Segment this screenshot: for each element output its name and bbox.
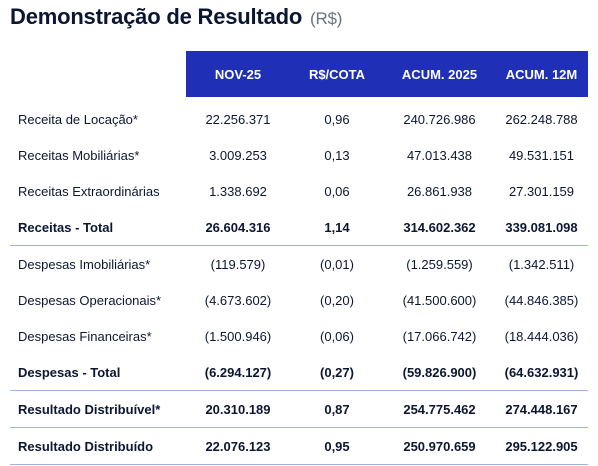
row-label: Resultado Distribuído: [10, 427, 186, 465]
row-value: 339.081.098: [495, 209, 588, 246]
row-value: 22.256.371: [205, 111, 271, 127]
row-value: 22.076.123: [186, 427, 290, 465]
row-value: 240.726.986: [403, 111, 476, 127]
row-value: 274.448.167: [495, 390, 588, 428]
row-value: 49.531.151: [508, 147, 575, 163]
row-value: (1.500.946): [204, 328, 272, 344]
row-value: 26.861.938: [406, 183, 473, 199]
row-value: 47.013.438: [406, 147, 473, 163]
table-row: Resultado Distribuído 22.076.123 0,95 250.9…: [10, 427, 588, 465]
row-value: 0,06: [324, 183, 350, 199]
row-value: (59.826.900): [384, 354, 495, 391]
row-label: Resultado Distribuível*: [10, 390, 186, 428]
row-value: 20.310.189: [186, 390, 290, 428]
row-value: (1.342.511): [508, 256, 575, 272]
row-value: 254.775.462: [384, 390, 495, 428]
row-value: 0,96: [324, 111, 350, 127]
row-value: 1.338.692: [209, 183, 267, 199]
row-label: Despesas Financeiras*: [18, 328, 152, 344]
row-value: 295.122.905: [495, 427, 588, 465]
header-rs-cota: R$/COTA: [290, 51, 384, 97]
page-title: Demonstração de Resultado (R$): [10, 4, 342, 30]
row-value: (41.500.600): [402, 292, 477, 308]
row-value: 250.970.659: [384, 427, 495, 465]
row-value: (0,01): [320, 256, 354, 272]
table-row: Despesas - Total (6.294.127) (0,27) (59.826…: [10, 354, 588, 391]
row-label: Receitas Mobiliárias*: [18, 147, 140, 163]
row-value: 3.009.253: [209, 147, 267, 163]
title-text: Demonstração de Resultado: [10, 4, 303, 29]
row-value: (6.294.127): [186, 354, 290, 391]
row-value: (0,20): [320, 292, 354, 308]
table-row: Receita de Locação* 22.256.371 0,96 240.726…: [10, 97, 588, 137]
table-row: Despesas Financeiras* (1.500.946) (0,06) (1…: [10, 318, 588, 354]
row-label: Receitas - Total: [10, 209, 186, 246]
row-value: (17.066.742): [402, 328, 477, 344]
row-value: (1.259.559): [406, 256, 473, 272]
row-value: 262.248.788: [505, 111, 578, 127]
row-value: 1,14: [290, 209, 384, 246]
row-value: 27.301.159: [508, 183, 575, 199]
header-blank: [10, 51, 186, 97]
table-row: Receitas - Total 26.604.316 1,14 314.602.36…: [10, 209, 588, 246]
row-value: (0,27): [290, 354, 384, 391]
header-acum-12m: ACUM. 12M: [495, 51, 588, 97]
row-value: (119.579): [210, 256, 266, 272]
row-label: Receitas Extraordinárias: [18, 183, 160, 199]
table-row: Despesas Imobiliárias* (119.579) (0,01) (1.…: [10, 246, 588, 283]
row-value: 0,95: [290, 427, 384, 465]
row-value: (18.444.036): [504, 328, 579, 344]
table-row: Receitas Mobiliárias* 3.009.253 0,13 47.013…: [10, 137, 588, 173]
title-unit: (R$): [310, 9, 343, 28]
row-value: (0,06): [320, 328, 354, 344]
row-value: (64.632.931): [495, 354, 588, 391]
row-label: Despesas - Total: [10, 354, 186, 391]
table-row: Resultado Distribuível* 20.310.189 0,87 254…: [10, 390, 588, 428]
row-value: (44.846.385): [504, 292, 579, 308]
row-value: 26.604.316: [186, 209, 290, 246]
row-label: Despesas Operacionais*: [18, 292, 162, 308]
table-row: Despesas Operacionais* (4.673.602) (0,20) (…: [10, 282, 588, 318]
row-value: 0,13: [324, 147, 350, 163]
row-value: 0,87: [290, 390, 384, 428]
row-value: 314.602.362: [384, 209, 495, 246]
row-label: Receita de Locação*: [18, 111, 138, 127]
header-nov-25: NOV-25: [186, 51, 290, 97]
header-acum-2025: ACUM. 2025: [384, 51, 495, 97]
table-row: Receitas Extraordinárias 1.338.692 0,06 26.…: [10, 173, 588, 209]
row-label: Despesas Imobiliárias*: [18, 256, 151, 272]
table-header-row: NOV-25 R$/COTA ACUM. 2025 ACUM. 12M: [10, 51, 588, 97]
income-statement-table: NOV-25 R$/COTA ACUM. 2025 ACUM. 12M Rece…: [10, 51, 588, 465]
row-value: (4.673.602): [204, 292, 272, 308]
